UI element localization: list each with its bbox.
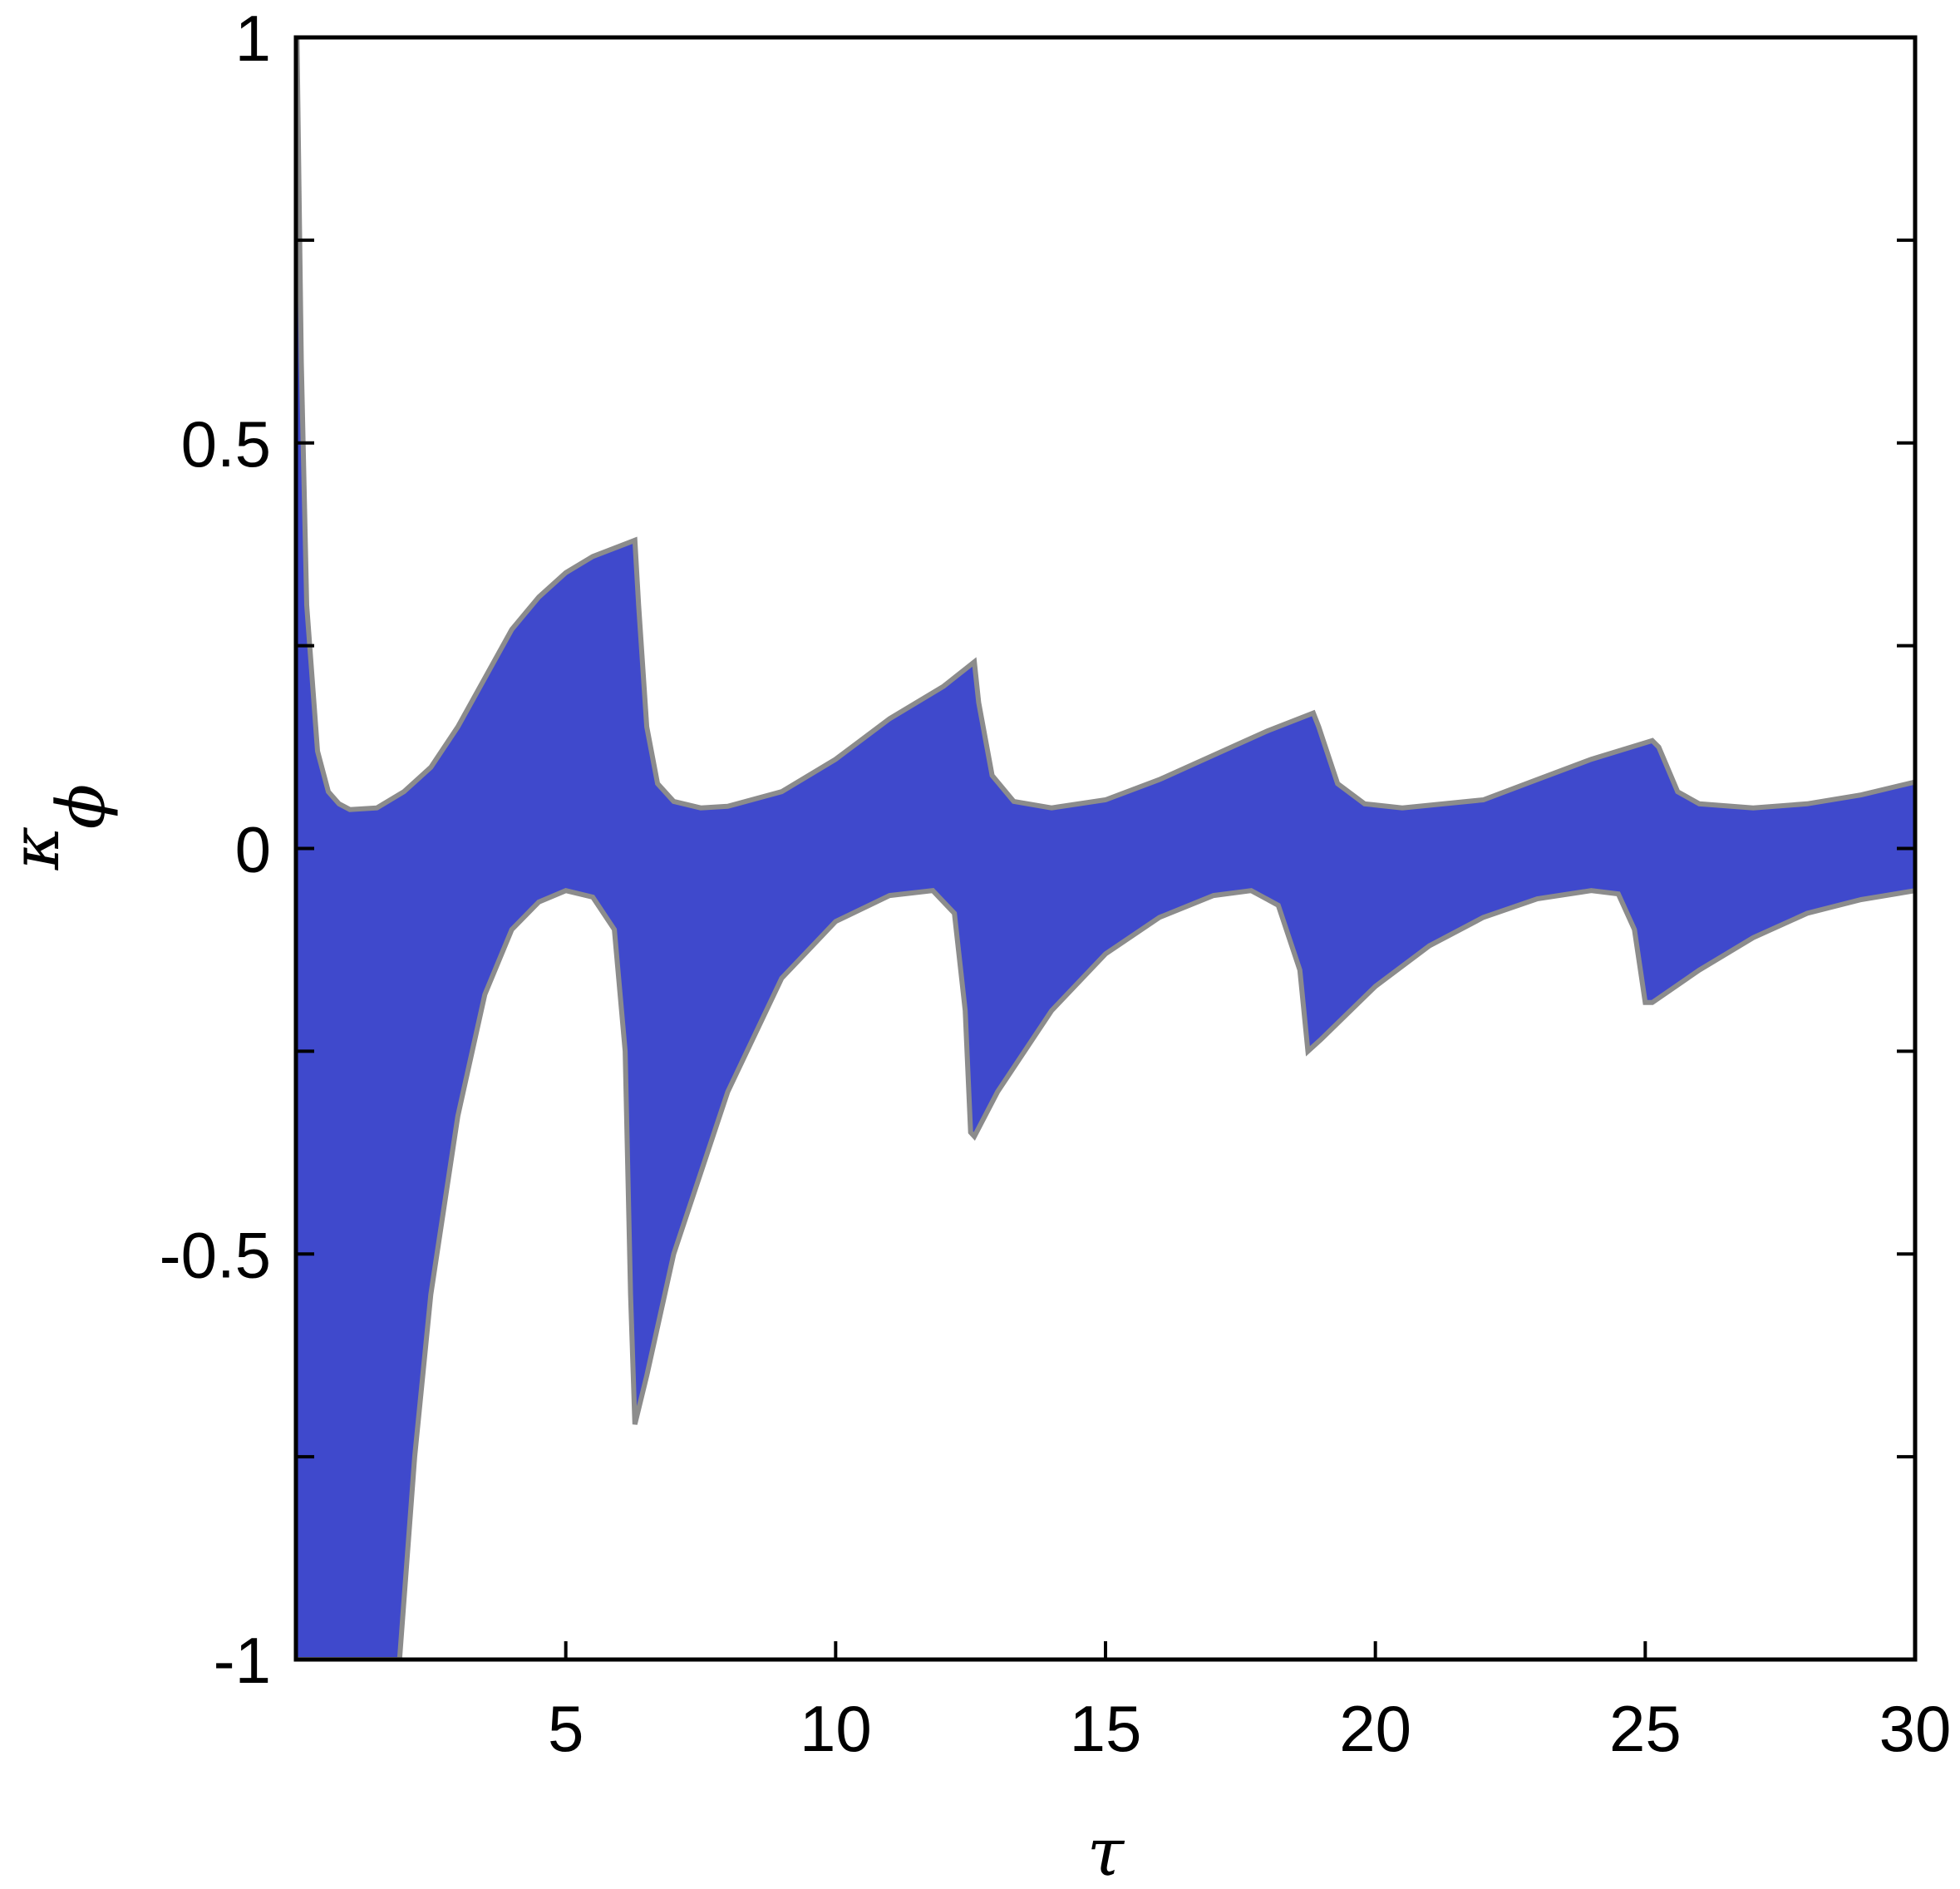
y-axis-label: κ ϕ bbox=[0, 784, 120, 871]
y-tick-label: 0 bbox=[235, 813, 271, 886]
band-fill bbox=[296, 37, 1915, 1660]
x-tick-label: 10 bbox=[800, 1692, 872, 1765]
x-tick-label: 15 bbox=[1070, 1692, 1142, 1765]
y-tick-label: -1 bbox=[214, 1624, 271, 1697]
x-tick-label: 25 bbox=[1609, 1692, 1682, 1765]
y-tick-label: 1 bbox=[235, 2, 271, 75]
x-axis-label: τ bbox=[1087, 1813, 1125, 1889]
upper-curve bbox=[296, 37, 1915, 812]
y-tick-label: -0.5 bbox=[160, 1218, 271, 1291]
x-tick-label: 30 bbox=[1879, 1692, 1952, 1765]
x-tick-label: 5 bbox=[548, 1692, 584, 1765]
y-axis-label-main: κ bbox=[0, 826, 74, 871]
lower-curve bbox=[296, 888, 1915, 1660]
y-axis-label-subscript: ϕ bbox=[42, 784, 120, 830]
y-tick-label: 0.5 bbox=[181, 407, 271, 481]
x-tick-label: 20 bbox=[1339, 1692, 1411, 1765]
